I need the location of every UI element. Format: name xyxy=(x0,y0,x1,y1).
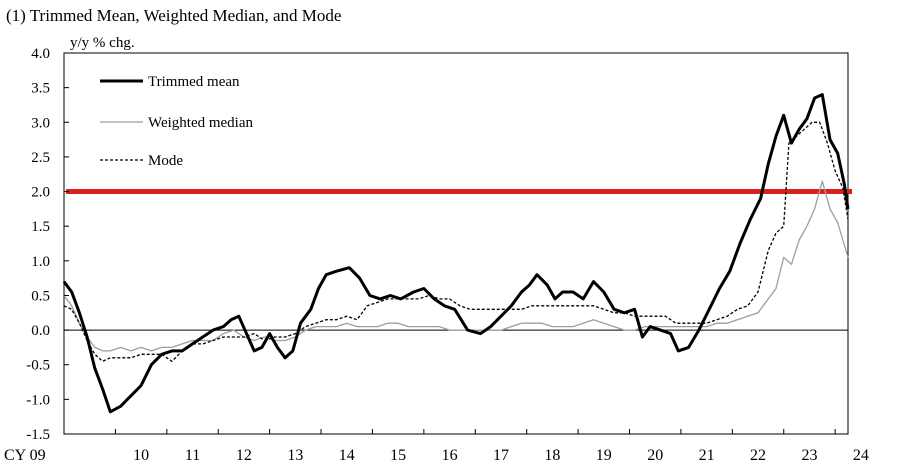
series-lines xyxy=(62,93,850,414)
x-tick-label: 23 xyxy=(801,447,817,464)
y-axis-unit-label: y/y % chg. xyxy=(70,35,135,51)
y-tick-label: 0.5 xyxy=(31,288,50,304)
series-line-weighted-median xyxy=(63,180,849,352)
x-tick-label: 24 xyxy=(853,447,869,464)
x-tick-label: 22 xyxy=(750,447,766,464)
y-tick-label: -0.5 xyxy=(26,358,50,374)
series-line-trimmed-mean xyxy=(62,93,850,414)
x-tick-label: CY 09 xyxy=(4,447,46,464)
legend: Trimmed mean Weighted median Mode xyxy=(100,74,254,169)
x-tick-label: 20 xyxy=(647,447,663,464)
plot-border xyxy=(63,52,849,435)
plot-frame xyxy=(63,52,849,435)
x-tick-label: 17 xyxy=(493,447,509,464)
y-tick-label: 1.0 xyxy=(31,254,50,270)
x-tick-label: 16 xyxy=(442,447,458,464)
y-tick-label: -1.5 xyxy=(26,427,50,443)
y-tick-label: 2.0 xyxy=(31,185,50,201)
x-axis: CY 09 10 11 12 13 14 15 16 17 18 19 20 21 22 23 24 xyxy=(4,429,869,464)
legend-label-weighted-median: Weighted median xyxy=(148,115,254,131)
y-tick-label: 3.5 xyxy=(31,81,50,97)
y-tick-label: 0.0 xyxy=(31,323,50,339)
y-tick-label: 2.5 xyxy=(31,150,50,166)
x-tick-label: 11 xyxy=(185,447,200,464)
x-tick-label: 18 xyxy=(544,447,560,464)
y-tick-label: 1.5 xyxy=(31,219,50,235)
y-axis: 4.0 3.5 3.0 2.5 2.0 1.5 1.0 0.5 0.0 -0.5 -1.0 -1.5 xyxy=(26,46,69,443)
x-tick-label: 13 xyxy=(287,447,303,464)
x-tick-label: 19 xyxy=(596,447,612,464)
y-tick-label: -1.0 xyxy=(26,392,50,408)
y-tick-label: 3.0 xyxy=(31,115,50,131)
x-tick-label: 10 xyxy=(133,447,149,464)
x-tick-label: 15 xyxy=(390,447,406,464)
x-tick-label: 21 xyxy=(699,447,715,464)
x-tick-label: 12 xyxy=(236,447,252,464)
legend-label-mode: Mode xyxy=(148,153,183,169)
x-tick-label: 14 xyxy=(339,447,355,464)
series-line-mode xyxy=(63,121,849,362)
legend-label-trimmed-mean: Trimmed mean xyxy=(148,74,240,90)
chart-title: (1) Trimmed Mean, Weighted Median, and M… xyxy=(6,6,342,25)
y-tick-label: 4.0 xyxy=(31,46,50,62)
